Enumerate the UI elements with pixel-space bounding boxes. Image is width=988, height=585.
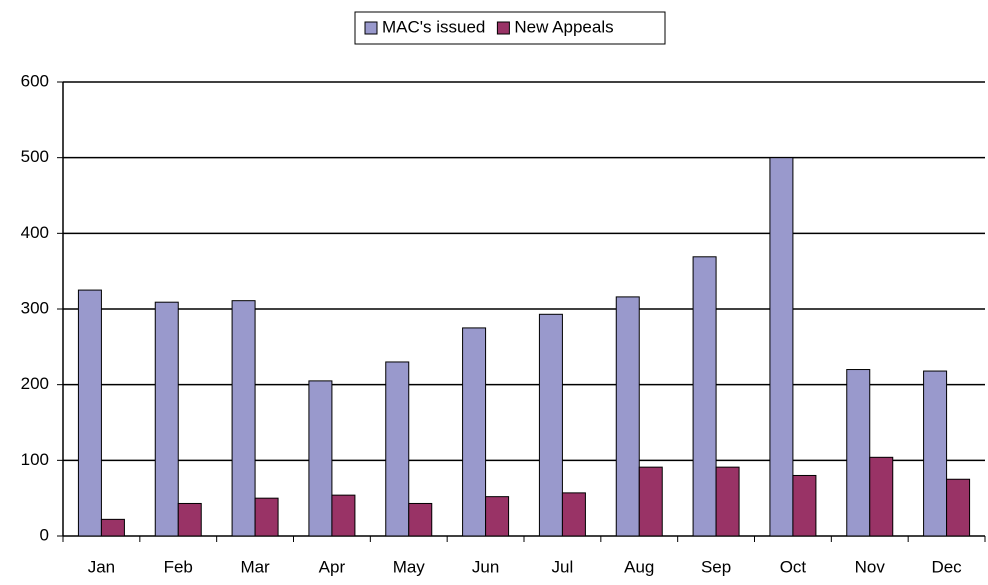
x-tick-label: Sep <box>701 557 731 576</box>
bar <box>692 256 717 537</box>
bar <box>385 361 410 537</box>
bar <box>308 380 333 537</box>
x-tick-label: Feb <box>164 557 193 576</box>
bar <box>462 327 487 537</box>
legend-box <box>354 11 666 45</box>
bar <box>769 157 794 537</box>
bar <box>792 474 817 537</box>
bar <box>408 502 433 537</box>
x-tick-label: May <box>393 557 426 576</box>
x-tick-label: Jun <box>472 557 499 576</box>
bar <box>638 466 663 537</box>
y-tick-label: 300 <box>21 298 49 317</box>
bar <box>231 300 256 537</box>
x-tick-label: Mar <box>240 557 270 576</box>
x-tick-label: Nov <box>855 557 886 576</box>
bar <box>100 518 125 537</box>
bar <box>154 301 179 537</box>
bar <box>615 296 640 537</box>
x-tick-label: Oct <box>780 557 807 576</box>
x-tick-label: Apr <box>319 557 346 576</box>
x-tick-label: Dec <box>931 557 962 576</box>
legend-label: MAC's issued <box>382 17 485 36</box>
bar <box>846 369 871 537</box>
y-tick-label: 600 <box>21 71 49 90</box>
y-tick-label: 400 <box>21 223 49 242</box>
bar <box>485 496 510 537</box>
bar <box>869 456 894 537</box>
x-tick-label: Jul <box>552 557 574 576</box>
bar <box>538 313 563 537</box>
y-tick-label: 200 <box>21 374 49 393</box>
y-tick-label: 0 <box>40 525 49 544</box>
bar <box>561 492 586 537</box>
y-tick-label: 100 <box>21 450 49 469</box>
legend-label: New Appeals <box>514 17 613 36</box>
bar <box>177 502 202 537</box>
bar <box>254 497 279 537</box>
bar <box>715 466 740 537</box>
x-tick-label: Aug <box>624 557 654 576</box>
legend-swatch <box>496 21 510 35</box>
legend-swatch <box>364 21 378 35</box>
bar <box>923 370 948 537</box>
bar <box>946 478 971 537</box>
bar <box>77 289 102 537</box>
y-tick-label: 500 <box>21 147 49 166</box>
bar <box>331 494 356 537</box>
x-tick-label: Jan <box>88 557 115 576</box>
